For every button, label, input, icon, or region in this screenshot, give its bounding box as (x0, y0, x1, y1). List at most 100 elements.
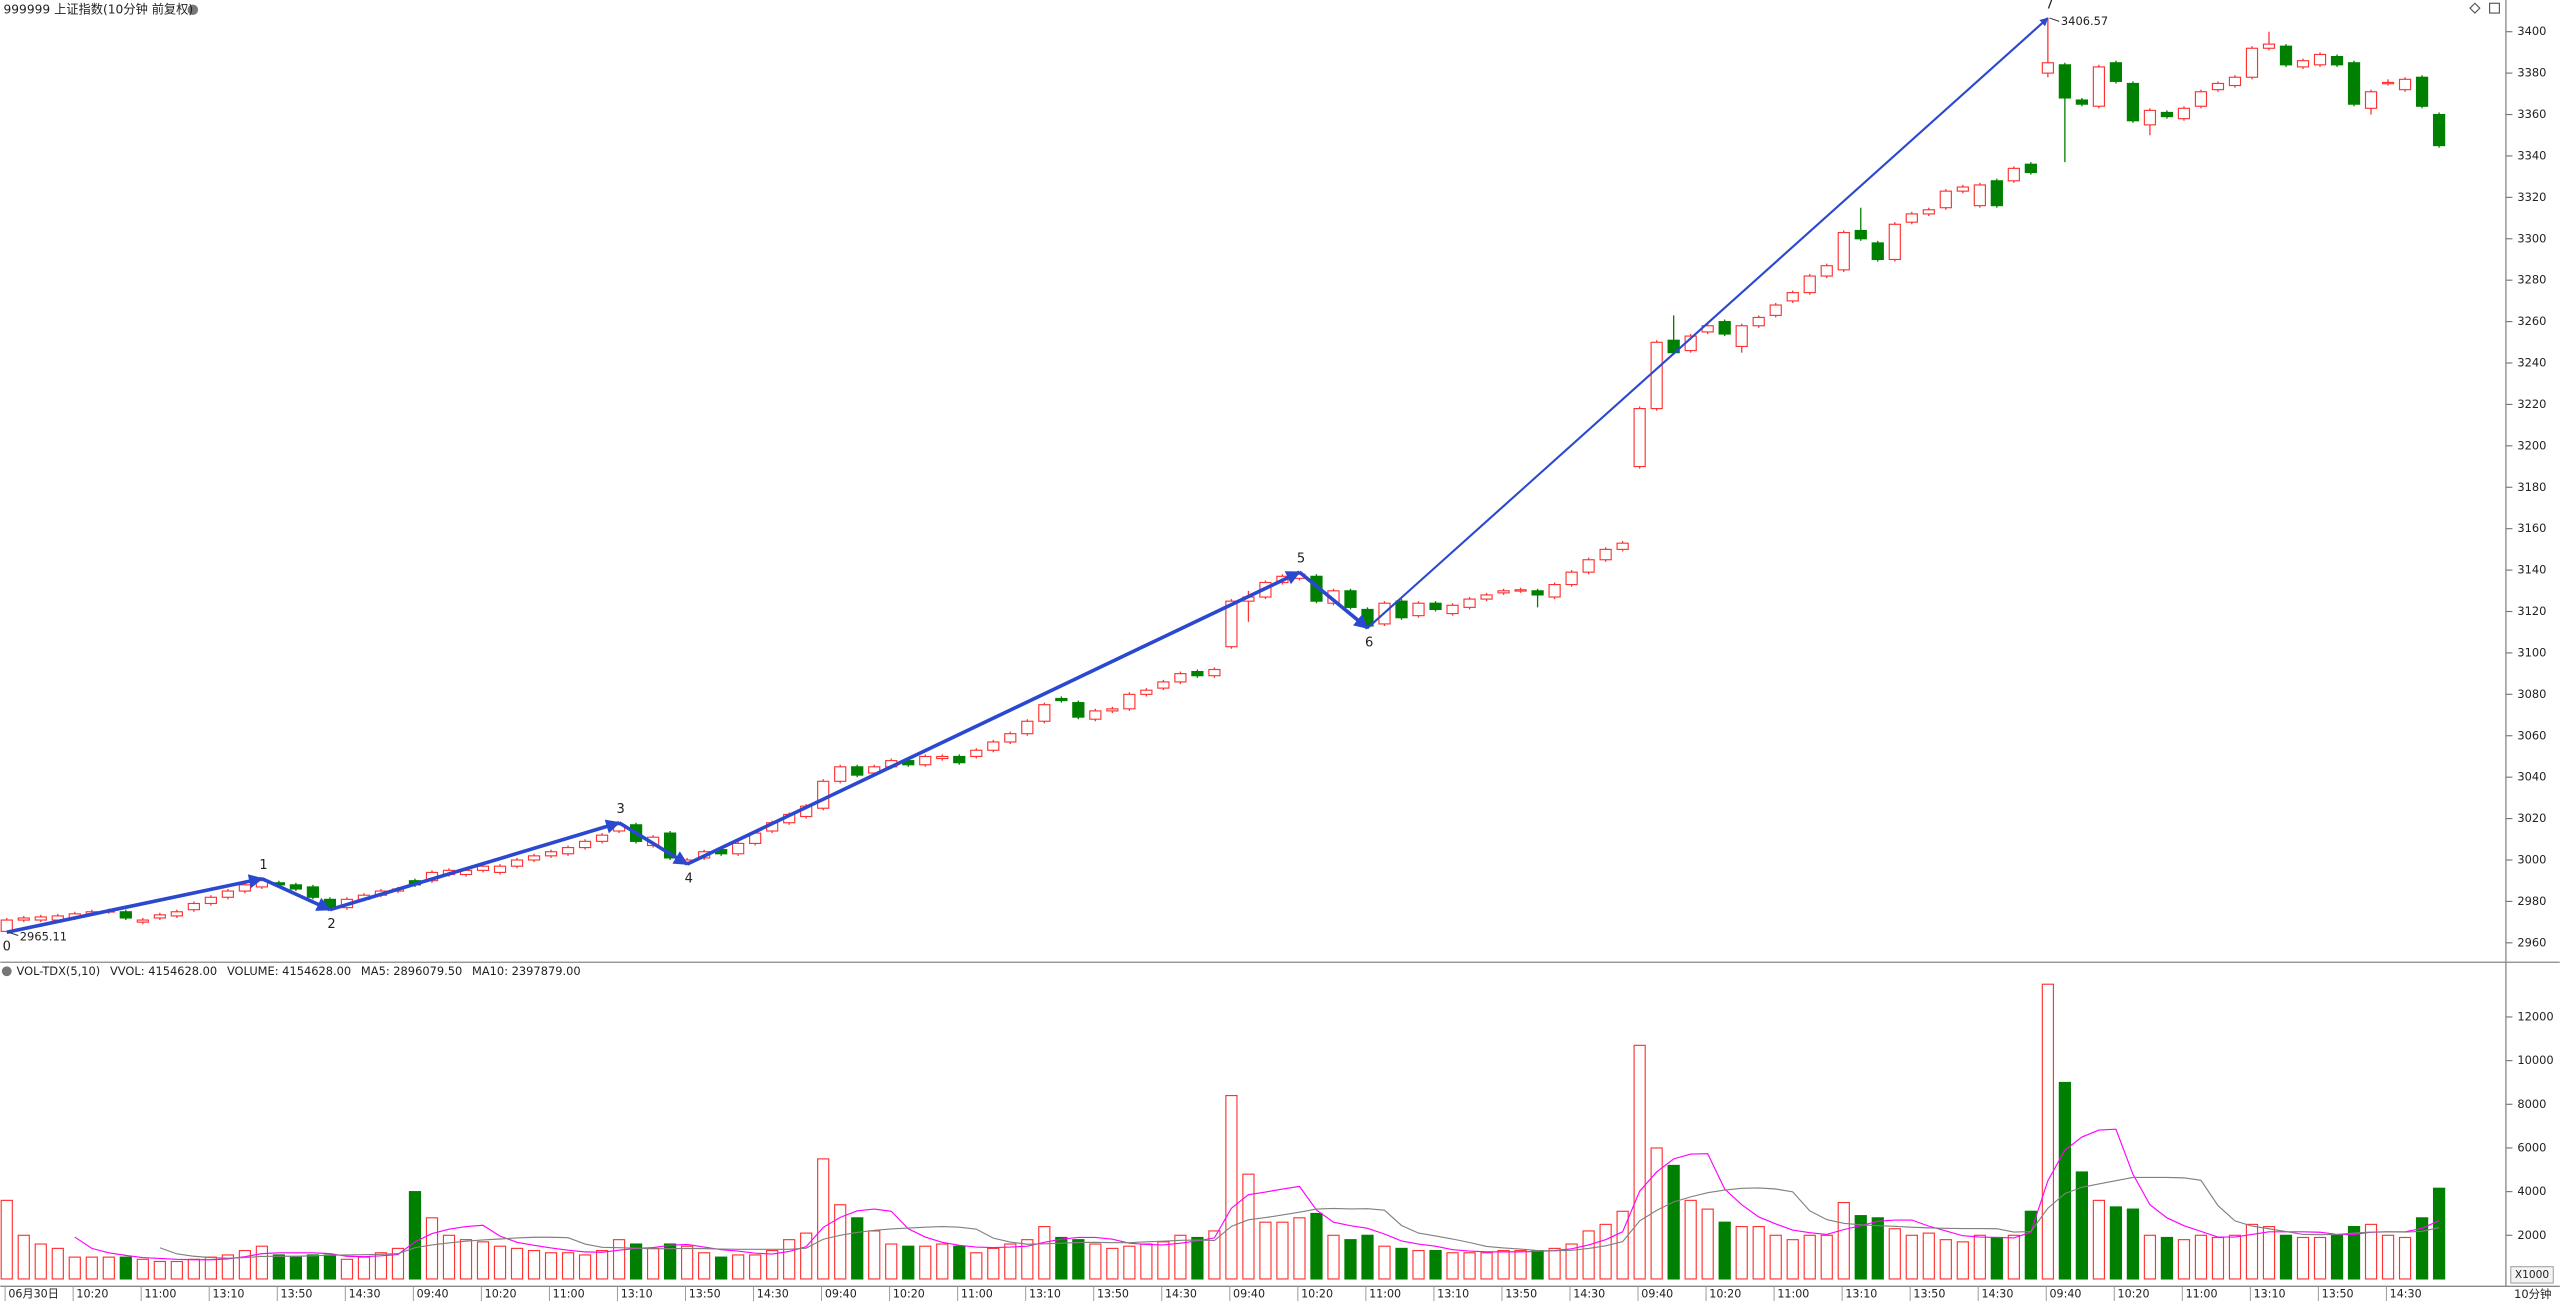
candle-body (1412, 602, 1425, 617)
volume-bar (340, 1258, 354, 1280)
candle-body (2092, 66, 2106, 107)
volume-bar (1327, 1234, 1340, 1280)
candle-body (1803, 275, 1816, 294)
y-tick-label: 4000 (2517, 1184, 2546, 1198)
volume-bar (1480, 1252, 1493, 1280)
x-tick-label: 13:10 (212, 1287, 244, 1300)
x-tick-label: 10:20 (1301, 1287, 1333, 1300)
wave-arrow (6, 874, 264, 935)
volume-bar (1684, 1199, 1697, 1280)
wave-label: 7 (2045, 0, 2053, 13)
candle-body (936, 755, 949, 760)
volume-bar (2398, 1236, 2412, 1280)
volume-bar (221, 1254, 234, 1280)
candle-body (1616, 542, 1629, 550)
price-pointer (2049, 17, 2060, 22)
volume-bar (153, 1260, 166, 1280)
volume-bar (1497, 1250, 1510, 1280)
candle-body (2041, 62, 2054, 74)
volume-bar (1038, 1225, 1051, 1280)
volume-bar (2160, 1236, 2174, 1280)
volume-bar (2194, 1234, 2208, 1280)
volume-bar (1531, 1250, 1544, 1280)
volume-bar (1871, 1217, 1884, 1280)
volume-bar (1412, 1250, 1425, 1280)
candle-body (1786, 292, 1799, 302)
title-icon[interactable] (187, 4, 199, 16)
x-tick-label: 11:00 (961, 1287, 993, 1300)
candle-body (732, 842, 745, 855)
volume-bar (2381, 1234, 2395, 1280)
volume-bar (1344, 1239, 1357, 1280)
volume-bar (1123, 1245, 1136, 1280)
candle-body (2364, 91, 2378, 109)
x-tick-label: 06月30日 (8, 1287, 58, 1300)
candle-body (136, 919, 149, 923)
volume-bar (2126, 1208, 2140, 1280)
legend-entry: MA10: 2397879.00 (472, 964, 581, 978)
candle-body (289, 884, 303, 890)
volume-bar (612, 1239, 626, 1280)
period-label: 10分钟 (2514, 1287, 2551, 1301)
candle-body (1497, 590, 1510, 594)
y-tick-label: 3200 (2517, 438, 2546, 452)
candle-body (919, 755, 932, 766)
candle-body (1633, 408, 1646, 468)
candle-body (970, 749, 983, 758)
candle-body (1140, 689, 1153, 695)
candle-body (578, 840, 592, 849)
volume-bar (1174, 1234, 1187, 1280)
volume-bar (187, 1258, 200, 1280)
volume-bar (1956, 1241, 1969, 1280)
y-tick-label: 2000 (2517, 1228, 2546, 1242)
volume-bar (1718, 1221, 1731, 1280)
x-tick-label: 14:30 (1165, 1287, 1197, 1300)
volume-bar (1259, 1221, 1272, 1280)
chart-title: 999999 上证指数(10分钟 前复权) (3, 1, 193, 16)
wave-label: 6 (1365, 635, 1373, 650)
y-tick-label: 3100 (2517, 645, 2546, 659)
volume-icon[interactable] (1, 966, 12, 977)
candle-body (1157, 681, 1170, 689)
candle-body (1480, 594, 1493, 600)
candle-body (1514, 589, 1527, 592)
volume-bar (2262, 1225, 2276, 1280)
volume-bar (289, 1256, 303, 1280)
candle-body (2024, 163, 2037, 174)
toolbar-icon[interactable] (2489, 2, 2500, 14)
candle-body (238, 884, 252, 892)
candle-body (953, 755, 966, 764)
toolbar-icon[interactable] (2469, 2, 2481, 14)
volume-bar (1565, 1243, 1578, 1280)
candle-body (1769, 304, 1782, 316)
candle-body (1973, 184, 1986, 207)
candle-body (1089, 710, 1102, 720)
x-tick-label: 09:40 (1233, 1287, 1265, 1300)
candle-body (1990, 180, 2003, 207)
volume-bar (1939, 1239, 1952, 1280)
volume-bar (936, 1243, 949, 1280)
volume-bar (1820, 1234, 1833, 1280)
volume-bar (663, 1243, 677, 1280)
y-tick-label: 12000 (2517, 1009, 2553, 1023)
volume-bar (1361, 1234, 1374, 1280)
candle-body (2177, 107, 2191, 120)
y-tick-label: 3180 (2517, 480, 2546, 494)
x-tick-label: 13:10 (1437, 1287, 1469, 1300)
y-tick-label: 3240 (2517, 356, 2546, 370)
x-tick-label: 13:50 (281, 1287, 313, 1300)
x-tick-label: 13:10 (2254, 1287, 2286, 1300)
candle-body (1735, 325, 1748, 348)
volume-bar (1378, 1245, 1391, 1280)
candle-body (1004, 733, 1017, 743)
candle-body (2330, 55, 2344, 66)
candle-body (595, 834, 609, 842)
candle-body (2381, 81, 2395, 85)
candle-body (493, 865, 507, 873)
high-price-label: 3406.57 (2061, 14, 2108, 28)
volume-bar (698, 1252, 711, 1280)
volume-bar (1514, 1250, 1527, 1280)
x-tick-label: 13:50 (1913, 1287, 1945, 1300)
volume-bar (1667, 1164, 1680, 1280)
x-tick-label: 14:30 (349, 1287, 381, 1300)
